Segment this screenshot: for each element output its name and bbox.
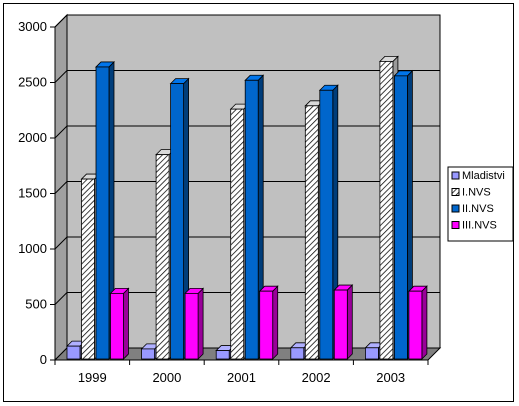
y-tick-label: 0: [40, 352, 47, 367]
bar-side: [272, 285, 279, 360]
legend-label: Mladistvi: [462, 170, 505, 182]
y-tick-label: 3000: [18, 19, 47, 34]
bar-side: [197, 287, 204, 360]
legend-label: III.NVS: [462, 220, 497, 232]
bar-front: [141, 348, 156, 360]
bars: [66, 55, 428, 360]
legend-swatch: [451, 221, 460, 229]
bar-front: [304, 105, 319, 360]
bar-front: [81, 178, 95, 360]
bar-front: [95, 66, 110, 360]
gridline: [54, 70, 440, 83]
bar-front: [364, 347, 379, 360]
bar-side: [421, 285, 428, 360]
y-tick-label: 1000: [18, 241, 47, 256]
legend-swatch: [451, 188, 460, 196]
bar-front: [319, 89, 334, 360]
legend-label: I.NVS: [462, 187, 491, 199]
y-axis-ticks: 0 500 1000 1500 2000 2500 3000: [18, 19, 55, 367]
bar-front: [393, 75, 408, 360]
legend-swatch: [451, 171, 460, 180]
bar: [184, 287, 205, 360]
bar: [333, 284, 354, 360]
y-tick-label: 2000: [18, 130, 47, 145]
x-tick-label: 2000: [152, 370, 181, 385]
legend-label: II.NVS: [462, 203, 494, 215]
bar-front: [259, 290, 274, 360]
y-tick-label: 1500: [18, 186, 47, 201]
legend: Mladistvi I.NVS II.NVS III.NVS: [447, 166, 514, 242]
bar-front: [230, 108, 245, 360]
bar-front: [244, 79, 259, 360]
bar: [393, 69, 414, 360]
bar-front: [379, 61, 394, 360]
y-tick-label: 500: [25, 297, 47, 312]
bar-front: [170, 83, 185, 360]
y-tick-label: 2500: [18, 75, 47, 90]
bar-side: [123, 287, 129, 360]
bar: [109, 287, 130, 360]
bar-side: [346, 284, 353, 360]
bar: [407, 285, 428, 360]
x-tick-label: 2001: [227, 370, 256, 385]
x-axis-ticks: 1999 2000 2001 2002 2003: [54, 360, 429, 385]
bar: [258, 285, 279, 360]
x-tick-label: 2003: [376, 370, 405, 385]
gridline: [54, 14, 440, 28]
bar-front: [290, 347, 305, 360]
bar: [95, 60, 115, 360]
bar-front: [155, 154, 170, 360]
bar-front: [408, 290, 423, 360]
bar-front: [110, 292, 124, 360]
bar-front: [184, 292, 199, 360]
bar-front: [66, 345, 81, 360]
legend-swatch: [451, 204, 460, 213]
bar-front: [215, 350, 230, 360]
bar-front: [333, 289, 348, 360]
x-tick-label: 2002: [302, 370, 331, 385]
bar: [244, 74, 265, 360]
x-tick-label: 1999: [78, 370, 107, 385]
